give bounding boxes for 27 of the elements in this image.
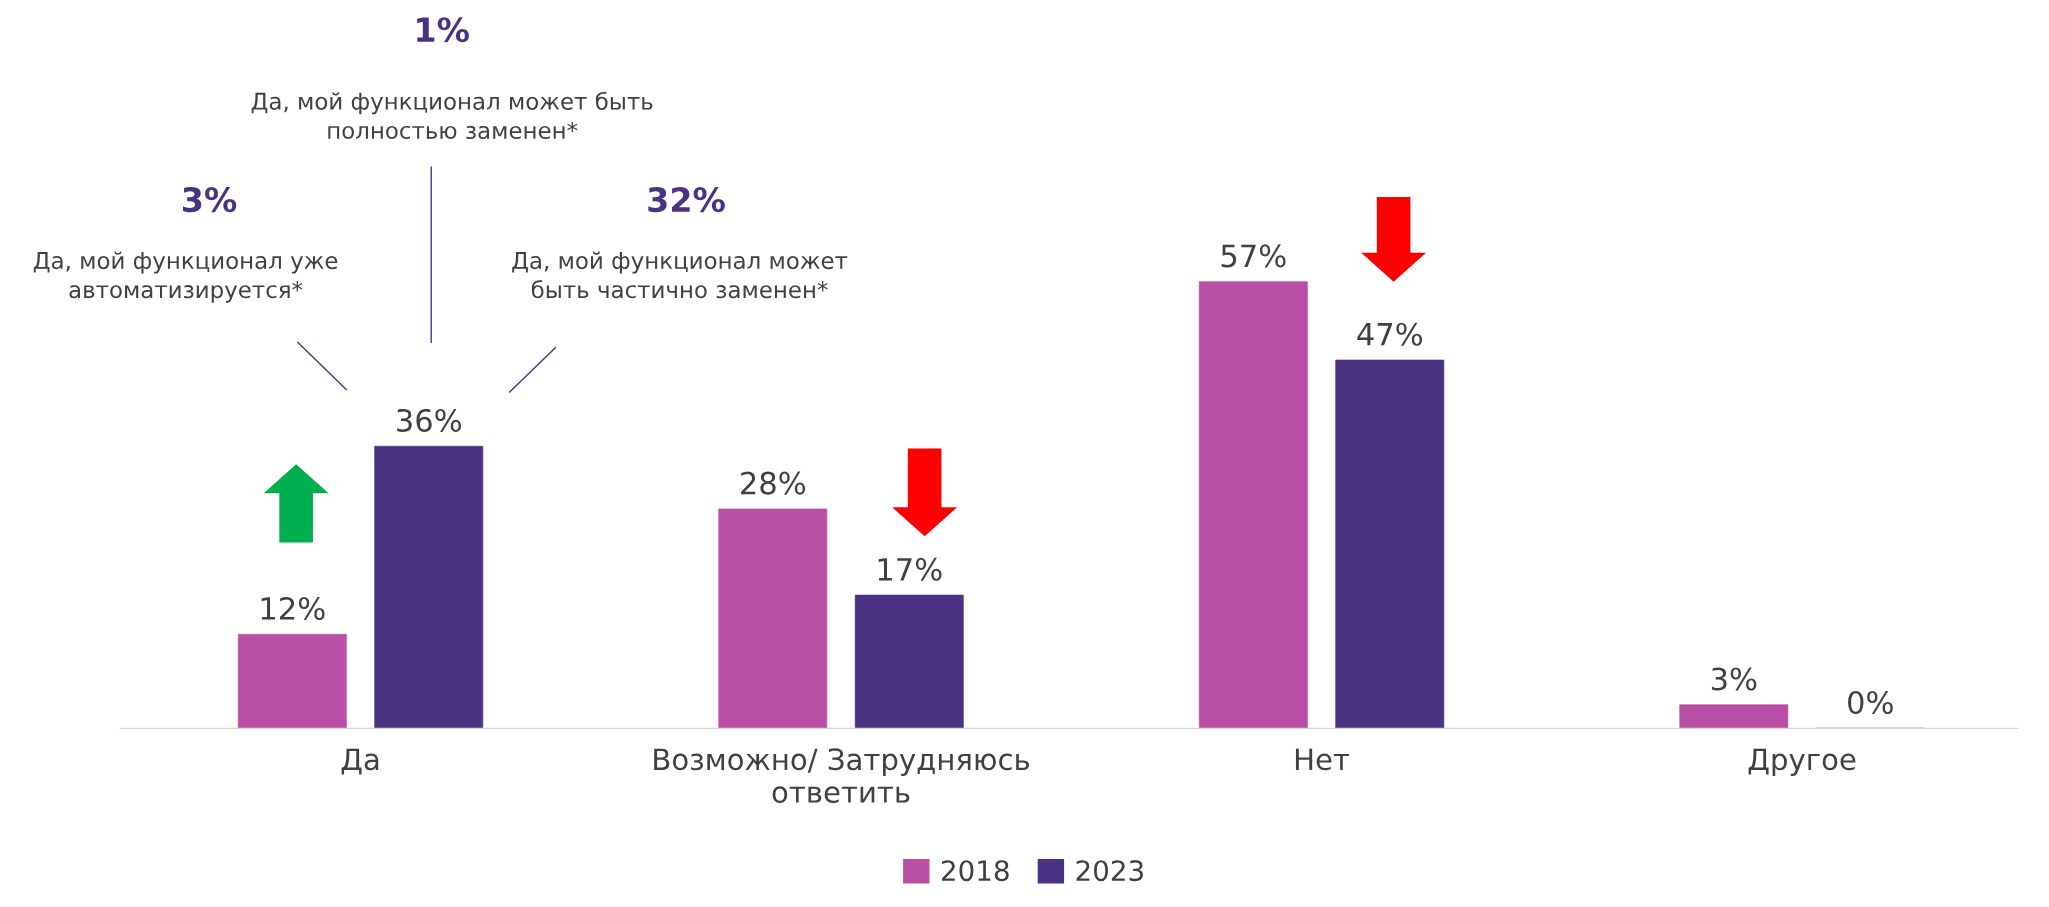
data-label: 12% <box>261 596 325 621</box>
bar <box>854 594 964 729</box>
bar <box>718 508 828 729</box>
annotation: Да, мой функционал уже автоматизируется* <box>33 251 338 303</box>
text: Да, мой функционал может быть полностью заменен* <box>251 91 653 140</box>
bar <box>374 445 484 729</box>
data-label: 0% <box>1848 690 1893 715</box>
text: 1% <box>417 17 469 43</box>
x-tick-label: Другое <box>1748 748 1856 776</box>
data-label: 47% <box>1357 322 1423 346</box>
data-label: 3% <box>1711 667 1757 691</box>
text: 32% <box>648 187 725 213</box>
data-label: 36% <box>397 408 462 432</box>
x-tick-label: Возможно/ Затрудняюсь ответить <box>654 748 1029 803</box>
text: 3% <box>183 187 237 213</box>
bar <box>237 633 347 729</box>
x-tick-label: Да <box>341 748 379 775</box>
annotation: Да, мой функционал может быть частично заменен* <box>512 251 848 299</box>
bar <box>1679 704 1789 729</box>
legend-label: 2018 <box>941 860 1009 882</box>
data-label: 57% <box>1221 244 1286 268</box>
data-label: 17% <box>878 557 942 581</box>
bar <box>1335 359 1445 729</box>
legend-label: 2023 <box>1076 860 1143 882</box>
bar <box>1198 281 1308 729</box>
data-label: 28% <box>741 471 806 495</box>
x-tick-label: Нет <box>1295 748 1350 771</box>
